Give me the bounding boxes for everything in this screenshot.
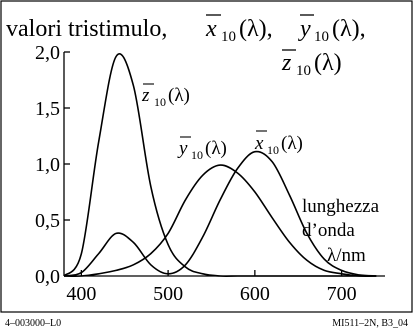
svg-text:(λ): (λ): [281, 133, 303, 154]
svg-text:x: x: [254, 133, 264, 154]
svg-text:10: 10: [267, 143, 279, 157]
series-label-x: x 10 (λ): [254, 130, 303, 157]
y-tick-label: 0,0: [35, 266, 60, 288]
svg-text:y: y: [298, 16, 311, 42]
svg-text:10: 10: [191, 148, 203, 162]
title-series-y: y 10 (λ),: [298, 14, 366, 45]
svg-text:y: y: [177, 138, 188, 159]
series-line-x: [63, 150, 377, 277]
svg-text:(λ),: (λ),: [239, 16, 273, 42]
axis-note-line1: lunghezza: [302, 196, 380, 217]
x-tick-label: 700: [327, 283, 357, 305]
chart-title: valori tristimulo,: [6, 16, 167, 42]
svg-text:z: z: [141, 85, 150, 106]
title-series-z: z 10 (λ): [281, 49, 342, 79]
series-label-z: z 10 (λ): [141, 83, 190, 109]
y-tick-label: 1,0: [35, 154, 60, 176]
title-series-x: x 10 (λ),: [205, 14, 273, 45]
svg-text:10: 10: [314, 29, 329, 45]
svg-text:x: x: [205, 16, 217, 42]
x-tick-label: 600: [240, 283, 270, 305]
svg-text:z: z: [281, 50, 292, 76]
axis-note-line3: λ/nm: [327, 245, 366, 266]
svg-text:(λ),: (λ),: [332, 16, 366, 42]
y-tick-label: 0,5: [35, 210, 60, 232]
svg-text:(λ): (λ): [205, 138, 227, 159]
x-tick-label: 500: [153, 283, 183, 305]
series-line-z: [63, 53, 377, 277]
svg-text:10: 10: [154, 95, 166, 109]
series-label-y: y 10 (λ): [177, 136, 227, 162]
svg-text:10: 10: [296, 63, 311, 79]
chart-frame: [0, 0, 413, 313]
footer-left: 4–003000–L0: [5, 318, 61, 329]
axis-note-line2: d’onda: [302, 220, 355, 241]
y-tick-label: 1,5: [35, 98, 60, 120]
svg-text:(λ): (λ): [168, 85, 190, 106]
x-tick-label: 400: [66, 283, 96, 305]
footer-right: MI511–2N, B3_04: [332, 318, 408, 329]
svg-text:(λ): (λ): [314, 50, 342, 76]
svg-text:10: 10: [221, 29, 236, 45]
series-line-y: [63, 164, 377, 277]
y-tick-label: 2,0: [35, 42, 60, 64]
